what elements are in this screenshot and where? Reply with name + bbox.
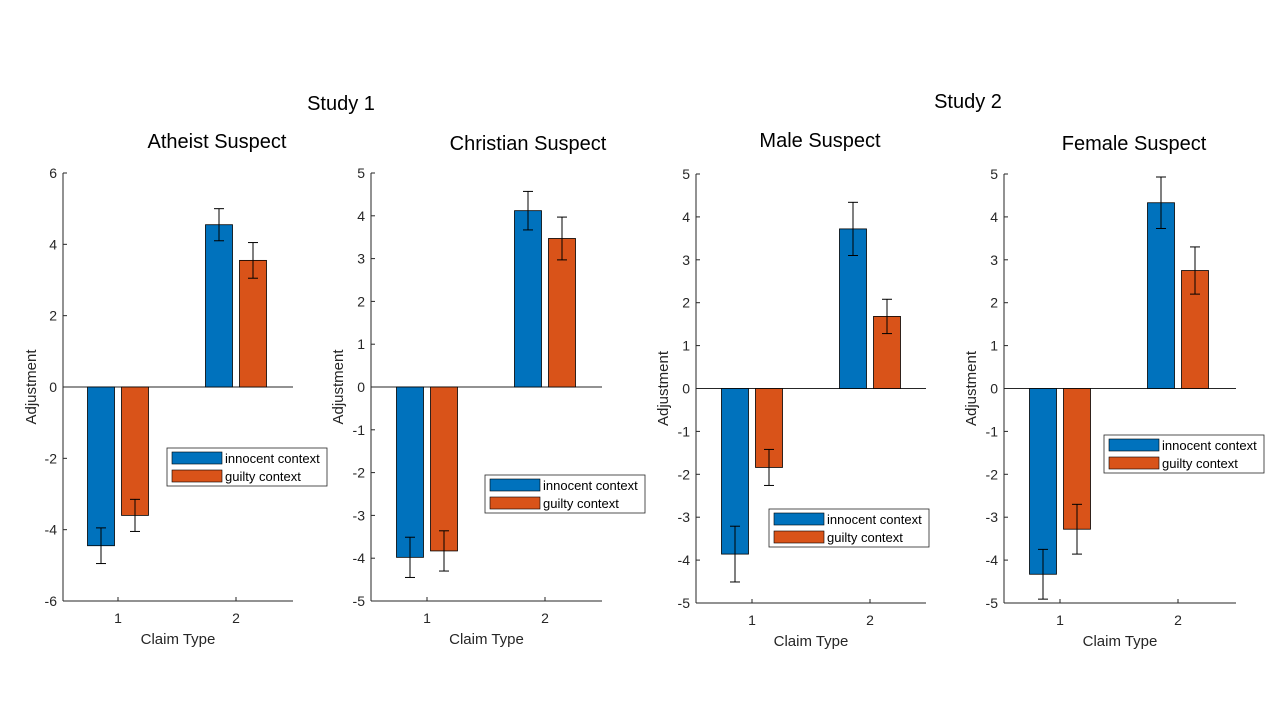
y-tick-label: 4 [49,236,57,252]
chart-panels: Atheist Suspect -6 -4 -2 0 2 4 6 1 2 Claim Type Adj… [23,130,1265,650]
y-tick-label: -3 [353,507,366,523]
y-tick-label: 1 [357,336,365,352]
bar-innocent-claim-2 [514,210,542,388]
bar-innocent-claim-2 [205,224,233,388]
x-axis-label: Claim Type [774,633,849,650]
y-tick-label: 6 [49,165,57,181]
study-2-title: Study 2 [934,91,1002,113]
y-tick-label: 5 [990,166,998,182]
y-tick-label: 1 [682,338,690,354]
y-tick-label: -5 [986,595,999,611]
legend: innocent context guilty context [1103,434,1265,474]
y-tick-label: 1 [990,338,998,354]
bar-innocent-claim-1 [87,386,115,547]
panel-title: Male Suspect [759,130,881,152]
y-tick-label: 2 [990,295,998,311]
chart-panel-1: Atheist Suspect -6 -4 -2 0 2 4 6 1 2 Claim Type Adj… [23,131,328,648]
legend-swatch-innocent [773,512,825,526]
y-tick-label: -3 [678,509,691,525]
legend-label: guilty context [225,469,301,484]
y-tick-label: -5 [353,593,366,609]
y-tick-label: 0 [357,379,365,395]
x-tick-label: 2 [1174,612,1182,628]
y-tick-label: -4 [986,552,999,568]
x-axis-label: Claim Type [449,631,524,648]
bar-guilty-claim-1 [121,386,149,516]
y-tick-label: -4 [353,550,366,566]
x-tick-label: 2 [541,610,549,626]
y-tick-label: 4 [682,209,690,225]
legend-swatch-innocent [171,451,223,465]
y-tick-label: -3 [986,509,999,525]
y-tick-label: 4 [357,208,365,224]
chart-panel-4: Female Suspect -5 -4 -3 -2 -1 0 1 2 3 4 5 1 2 Claim Ty… [963,133,1265,650]
bar-guilty-claim-1 [430,386,458,552]
y-tick-label: -5 [678,595,691,611]
y-tick-label: 0 [682,381,690,397]
legend-label: innocent context [543,478,638,493]
y-tick-label: 0 [49,379,57,395]
legend-swatch-guilty [489,496,541,510]
y-axis-label: Adjustment [963,350,980,426]
panel-title: Atheist Suspect [148,131,287,153]
bar-innocent-claim-1 [396,386,424,558]
y-tick-label: -2 [678,466,691,482]
legend-label: innocent context [1162,438,1257,453]
x-tick-label: 2 [232,610,240,626]
legend-label: innocent context [225,451,320,466]
x-axis-label: Claim Type [141,631,216,648]
y-tick-label: -2 [353,465,366,481]
legend-swatch-innocent [489,478,541,492]
y-axis-label: Adjustment [655,350,672,426]
legend-label: guilty context [543,496,619,511]
y-tick-label: -4 [678,552,691,568]
legend: innocent context guilty context [484,474,646,514]
x-tick-label: 1 [748,612,756,628]
legend-swatch-innocent [1108,438,1160,452]
panel-title: Female Suspect [1062,133,1207,155]
y-tick-label: -1 [678,423,691,439]
x-tick-label: 1 [114,610,122,626]
legend-swatch-guilty [171,469,223,483]
legend: innocent context guilty context [768,508,930,548]
legend-label: innocent context [827,512,922,527]
y-tick-label: 4 [990,209,998,225]
y-tick-label: 5 [682,166,690,182]
y-tick-label: -4 [45,522,58,538]
panel-title: Christian Suspect [450,133,607,155]
bar-guilty-claim-2 [548,238,576,388]
y-tick-label: 2 [357,293,365,309]
x-tick-label: 1 [423,610,431,626]
y-tick-label: 3 [357,251,365,267]
y-axis-label: Adjustment [23,349,40,425]
chart-panel-3: Male Suspect -5 -4 -3 -2 -1 0 1 2 3 4 5 1 2 Claim Type… [655,130,930,650]
legend-swatch-guilty [773,530,825,544]
bar-innocent-claim-1 [1029,388,1057,575]
legend-label: guilty context [827,530,903,545]
legend: innocent context guilty context [166,447,328,487]
y-tick-label: -2 [986,466,999,482]
chart-panel-2: Christian Suspect -5 -4 -3 -2 -1 0 1 2 3 4 5 1 2 Claim… [330,133,646,648]
legend-label: guilty context [1162,456,1238,471]
y-axis-label: Adjustment [330,349,347,425]
x-axis-label: Claim Type [1083,633,1158,650]
y-tick-label: 3 [990,252,998,268]
legend-swatch-guilty [1108,456,1160,470]
study-1-title: Study 1 [307,93,375,115]
bar-guilty-claim-2 [239,259,267,388]
y-tick-label: 0 [990,381,998,397]
y-tick-label: -2 [45,450,58,466]
y-tick-label: 5 [357,165,365,181]
y-tick-label: -1 [353,422,366,438]
y-tick-label: -1 [986,423,999,439]
x-tick-label: 2 [866,612,874,628]
bar-guilty-claim-2 [873,316,901,389]
y-tick-label: 2 [49,308,57,324]
x-tick-label: 1 [1056,612,1064,628]
y-tick-label: -6 [45,593,58,609]
y-tick-label: 3 [682,252,690,268]
y-tick-label: 2 [682,295,690,311]
bar-innocent-claim-2 [1147,202,1175,389]
